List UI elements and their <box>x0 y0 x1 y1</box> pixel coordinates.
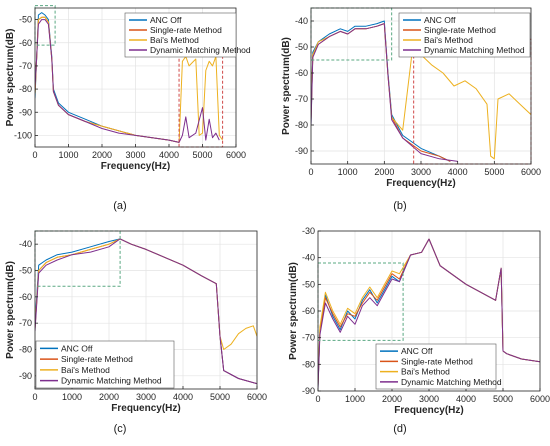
legend-entry: Bai's Method <box>61 365 110 375</box>
series-line-anc-off <box>311 20 451 162</box>
x-tick-label: 4000 <box>456 394 476 404</box>
x-axis-label: Frequency(Hz) <box>386 178 455 189</box>
y-axis-label: Power spectrum(dB) <box>288 262 299 360</box>
x-tick-label: 3000 <box>125 150 145 160</box>
y-tick-label: -80 <box>302 359 315 369</box>
x-tick-label: 5000 <box>484 167 504 177</box>
panel-caption: (b) <box>393 200 406 212</box>
legend-entry: Single-rate Method <box>401 356 473 366</box>
y-tick-label: -90 <box>302 386 315 396</box>
y-tick-label: -60 <box>19 38 32 48</box>
x-axis-label: Frequency(Hz) <box>111 403 180 414</box>
y-axis-label: Power spectrum(dB) <box>5 29 16 127</box>
y-tick-label: -40 <box>302 253 315 263</box>
x-tick-label: 2000 <box>374 167 394 177</box>
y-tick-label: -60 <box>19 292 32 302</box>
series-line-dynamic <box>311 23 458 162</box>
x-tick-label: 0 <box>32 150 37 160</box>
legend-entry: ANC Off <box>424 15 456 25</box>
legend-entry: Single-rate Method <box>61 354 133 364</box>
legend-entry: Single-rate Method <box>424 25 496 35</box>
y-tick-label: -90 <box>19 371 32 381</box>
x-tick-label: 6000 <box>247 392 267 402</box>
y-tick-label: -80 <box>19 84 32 94</box>
legend-entry: Dynamic Matching Method <box>150 45 251 55</box>
y-tick-label: -70 <box>19 61 32 71</box>
y-tick-label: -50 <box>302 279 315 289</box>
y-tick-label: -40 <box>19 239 32 249</box>
panel-caption: (a) <box>113 200 126 212</box>
legend-entry: Dynamic Matching Method <box>61 376 162 386</box>
x-tick-label: 4000 <box>448 167 468 177</box>
x-tick-label: 5000 <box>493 394 513 404</box>
legend-entry: ANC Off <box>61 343 93 353</box>
legend-entry: Single-rate Method <box>150 25 222 35</box>
x-tick-label: 1000 <box>58 150 78 160</box>
x-tick-label: 6000 <box>226 150 246 160</box>
series-line-dynamic <box>35 19 220 143</box>
highlight-box-green <box>34 5 56 46</box>
y-tick-label: -80 <box>295 120 308 130</box>
series-line-dynamic <box>318 238 540 389</box>
legend-entry: Bai's Method <box>401 367 450 377</box>
series-line-dynamic <box>35 238 257 385</box>
legend-entry: Bai's Method <box>150 35 199 45</box>
legend-entry: Dynamic Matching Method <box>401 377 502 387</box>
x-axis-label: Frequency(Hz) <box>394 405 463 416</box>
x-tick-label: 4000 <box>173 392 193 402</box>
x-tick-label: 6000 <box>530 394 550 404</box>
y-tick-label: -90 <box>19 107 32 117</box>
y-tick-label: -50 <box>19 15 32 25</box>
y-tick-label: -70 <box>19 318 32 328</box>
y-axis-label: Power spectrum(dB) <box>281 37 292 135</box>
x-tick-label: 2000 <box>382 394 402 404</box>
y-tick-label: -90 <box>295 146 308 156</box>
panel-caption: (d) <box>393 423 406 435</box>
legend-entry: Bai's Method <box>424 35 473 45</box>
y-axis-label: Power spectrum(dB) <box>5 261 16 359</box>
x-tick-label: 0 <box>315 394 320 404</box>
y-tick-label: -80 <box>19 345 32 355</box>
legend-entry: ANC Off <box>150 15 182 25</box>
y-tick-label: -100 <box>14 130 32 140</box>
y-tick-label: -60 <box>302 306 315 316</box>
x-tick-label: 1000 <box>345 394 365 404</box>
x-tick-label: 6000 <box>521 167 541 177</box>
x-tick-label: 3000 <box>411 167 431 177</box>
x-tick-label: 5000 <box>210 392 230 402</box>
x-tick-label: 1000 <box>338 167 358 177</box>
x-tick-label: 5000 <box>192 150 212 160</box>
panel-caption: (c) <box>114 423 127 435</box>
panel-1: 0 1000 2000 3000 4000 5000 6000 -90 -80 -70 -60 -50… <box>281 7 541 212</box>
y-tick-label: -70 <box>295 94 308 104</box>
x-tick-label: 3000 <box>136 392 156 402</box>
legend-entry: Dynamic Matching Method <box>424 45 525 55</box>
x-tick-label: 3000 <box>419 394 439 404</box>
x-tick-label: 0 <box>32 392 37 402</box>
y-tick-label: -50 <box>19 266 32 276</box>
x-tick-label: 1000 <box>62 392 82 402</box>
x-tick-label: 0 <box>308 167 313 177</box>
legend-entry: ANC Off <box>401 346 433 356</box>
panel-0: 0 1000 2000 3000 4000 5000 6000 -100 -90 -80 -70 -6… <box>5 5 251 212</box>
legend-box <box>35 340 175 389</box>
x-tick-label: 4000 <box>159 150 179 160</box>
panel-2: 0 1000 2000 3000 4000 5000 6000 -90 -80 -70 -60 -50… <box>5 230 267 435</box>
x-tick-label: 2000 <box>92 150 112 160</box>
panel-3: 0 1000 2000 3000 4000 5000 6000 -90 -80 -70 -60 -50… <box>288 226 550 435</box>
x-axis-label: Frequency(Hz) <box>101 161 170 172</box>
y-tick-label: -60 <box>295 68 308 78</box>
x-tick-label: 2000 <box>99 392 119 402</box>
y-tick-label: -30 <box>302 226 315 236</box>
y-tick-label: -40 <box>295 16 308 26</box>
y-tick-label: -50 <box>295 42 308 52</box>
y-tick-label: -70 <box>302 333 315 343</box>
